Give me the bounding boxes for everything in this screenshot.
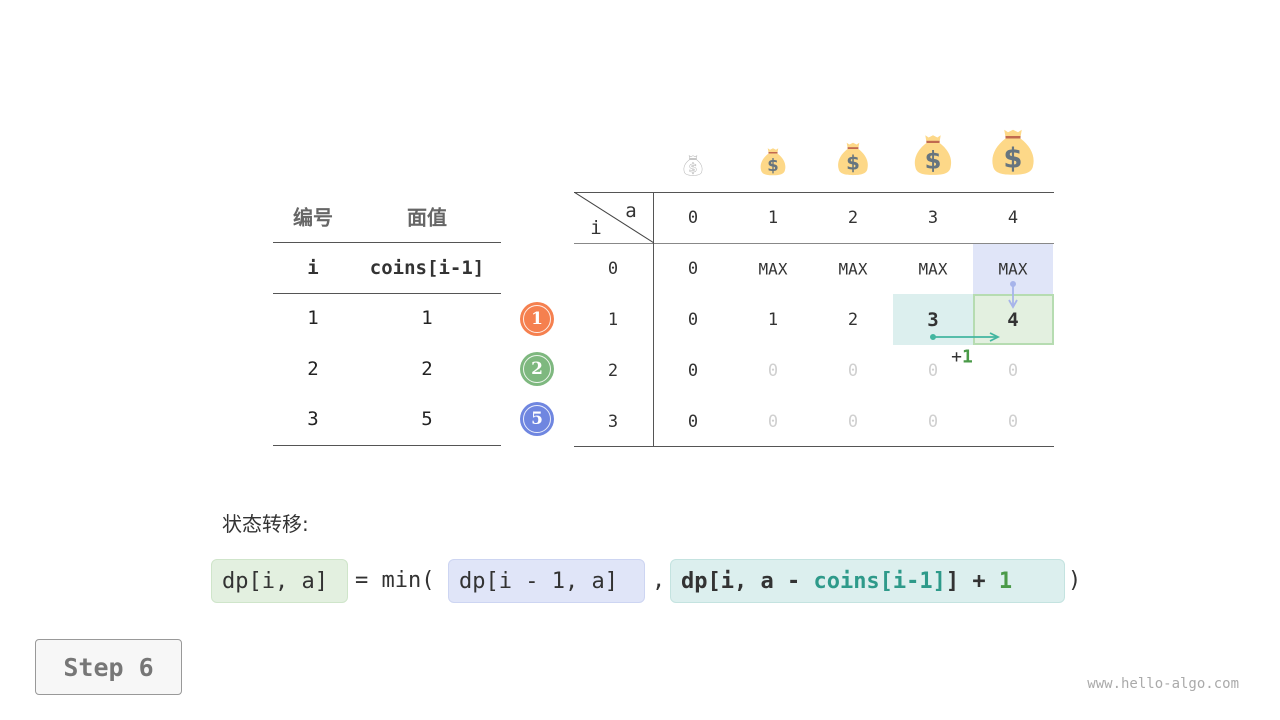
coin-label: 1 <box>523 305 551 333</box>
increment-label: +1 <box>951 347 973 368</box>
arg2-part: dp[i, a - <box>681 569 814 594</box>
increment-value: 1 <box>962 346 973 368</box>
money-bag-outline-icon: $ <box>683 155 703 176</box>
dp-cell: MAX <box>838 259 868 279</box>
table-cell: 2 <box>307 358 319 380</box>
svg-text:$: $ <box>925 146 942 174</box>
table-cell: 1 <box>421 307 433 329</box>
coin-badge-icon: 5 <box>520 402 554 436</box>
divider <box>574 243 1054 244</box>
svg-text:$: $ <box>689 161 697 175</box>
dp-cell: 0 <box>687 310 699 330</box>
divider <box>273 293 501 294</box>
header-value: 面值 <box>407 205 447 230</box>
subheader-i: i <box>307 257 319 279</box>
dp-cell: 0 <box>1007 412 1019 432</box>
dp-cell: MAX <box>918 259 948 279</box>
dp-cell: 0 <box>847 412 859 432</box>
dp-cell: MAX <box>758 259 788 279</box>
dp-cell: 0 <box>687 361 699 381</box>
plus: + <box>951 346 962 368</box>
row-header: 2 <box>607 361 619 381</box>
col-header: 0 <box>687 208 699 228</box>
money-bag-icon: $ <box>838 142 868 176</box>
coin-label: 2 <box>523 355 551 383</box>
dp-cell: 0 <box>767 361 779 381</box>
dp-cell: 4 <box>1007 309 1019 331</box>
dp-cell: MAX <box>998 259 1028 279</box>
dp-cell: 0 <box>1007 361 1019 381</box>
coin-badge-icon: 1 <box>520 302 554 336</box>
dp-cell: 0 <box>687 259 699 279</box>
row-header: 0 <box>607 259 619 279</box>
dp-cell: 0 <box>927 412 939 432</box>
dp-cell: 0 <box>767 412 779 432</box>
formula-arg1: dp[i - 1, a] <box>448 559 645 603</box>
divider <box>574 446 1054 447</box>
formula-eq: = min( <box>355 568 435 593</box>
watermark: www.hello-algo.com <box>1087 676 1239 692</box>
dp-cell: 3 <box>927 309 939 331</box>
table-cell: 5 <box>421 408 433 430</box>
table-cell: 3 <box>307 408 319 430</box>
formula-lhs: dp[i, a] <box>211 559 348 603</box>
header-index: 编号 <box>293 205 333 230</box>
money-bag-icon: $ <box>760 148 786 176</box>
dp-cell: 1 <box>767 310 779 330</box>
row-header: 3 <box>607 412 619 432</box>
divider <box>273 242 501 243</box>
table-cell: 2 <box>421 358 433 380</box>
arg2-one: 1 <box>998 569 1013 594</box>
corner-diagonal <box>574 192 654 244</box>
money-bag-icon: $ <box>992 129 1034 175</box>
divider <box>574 192 1054 193</box>
dp-cell: 0 <box>927 361 939 381</box>
divider <box>653 192 654 446</box>
corner-row-label: i <box>590 217 602 239</box>
arg2-coins: coins[i-1] <box>813 569 946 594</box>
row-header: 1 <box>607 310 619 330</box>
transition-label: 状态转移: <box>222 512 309 536</box>
coin-label: 5 <box>523 405 551 433</box>
formula-comma: , <box>652 568 666 593</box>
subheader-coins: coins[i-1] <box>369 257 485 279</box>
arg2-part: ] + <box>945 569 999 594</box>
money-bag-icon: $ <box>914 135 952 175</box>
col-header: 3 <box>927 208 939 228</box>
col-header: 4 <box>1007 208 1019 228</box>
dp-cell: 2 <box>847 310 859 330</box>
coin-badge-icon: 2 <box>520 352 554 386</box>
step-label: Step 6 <box>35 639 182 695</box>
svg-text:$: $ <box>846 152 860 175</box>
dp-cell: 0 <box>847 361 859 381</box>
formula-arg2: dp[i, a - coins[i-1]] + 1 <box>670 559 1065 603</box>
table-cell: 1 <box>307 307 319 329</box>
dp-cell: 0 <box>687 412 699 432</box>
svg-text:$: $ <box>1003 142 1022 174</box>
formula-close: ) <box>1068 568 1082 593</box>
svg-text:$: $ <box>767 156 778 175</box>
col-header: 2 <box>847 208 859 228</box>
corner-col-label: a <box>625 200 637 222</box>
divider <box>273 445 501 446</box>
col-header: 1 <box>767 208 779 228</box>
